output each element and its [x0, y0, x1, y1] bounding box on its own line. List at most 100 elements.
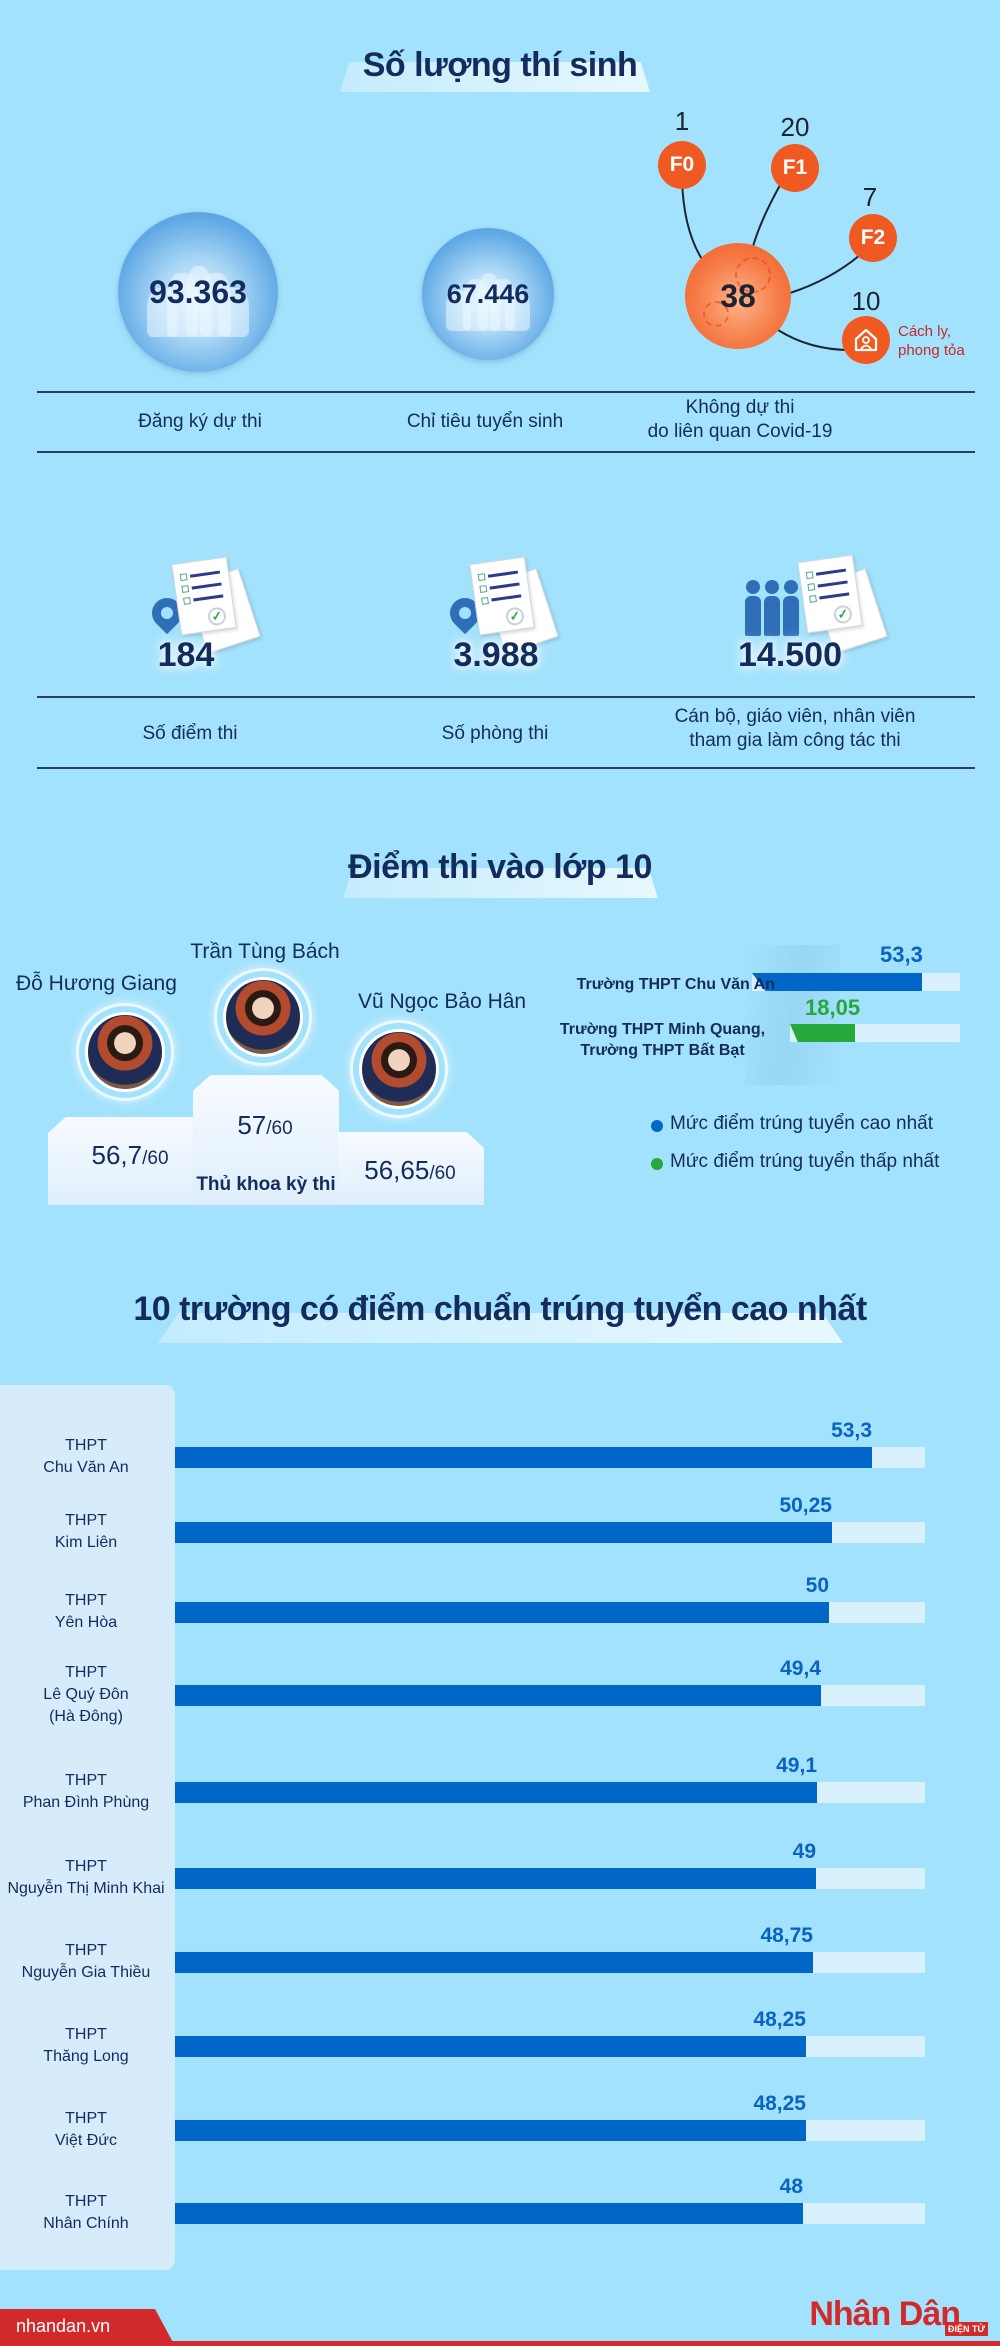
section-title-scores: Điểm thi vào lớp 10 — [348, 848, 652, 886]
bar-category-label: THPT Nguyễn Thị Minh Khai — [7, 1858, 165, 1897]
f1-node: F1 — [771, 144, 819, 192]
exam-rooms-label: Số phòng thi — [441, 723, 549, 744]
bar-category-label: THPT Nguyễn Gia Thiều — [21, 1942, 151, 1981]
avatar — [85, 1012, 165, 1092]
bar-value-label: 50,25 — [779, 1494, 832, 1517]
virus-icon — [735, 257, 771, 293]
covid-label-line1: Không dự thi — [685, 397, 795, 418]
footer-url-tab — [0, 2309, 175, 2346]
quarantine-count: 10 — [851, 286, 881, 316]
legend-dot-highest — [651, 1120, 663, 1132]
quarantine-caption-line1: Cách ly, — [898, 323, 952, 340]
range-diagonal-shadow — [745, 945, 840, 1085]
avatar — [223, 977, 303, 1057]
f0-node: F0 — [658, 141, 706, 189]
bar — [175, 2120, 806, 2141]
highest-score-school: Trường THPT Chu Văn An — [576, 976, 775, 993]
bar-category-label: THPT Kim Liên — [54, 1512, 118, 1551]
highest-score-value: 53,3 — [880, 942, 923, 967]
bar-value-label: 49,1 — [776, 1754, 817, 1777]
bar-value-label: 49 — [792, 1840, 816, 1863]
bar-value-label: 48 — [779, 2175, 803, 2198]
first-place-name: Trần Tùng Bách — [190, 940, 340, 963]
third-score-value: 56,65 — [364, 1155, 430, 1185]
second-place-score: 56,7/60 — [70, 1140, 190, 1171]
check-icon: ✓ — [206, 606, 228, 627]
registered-circle: 93.363 — [118, 212, 278, 372]
lowest-score-value: 18,05 — [805, 995, 861, 1020]
bar-category-label: THPT Việt Đức — [55, 2110, 117, 2149]
quarantine-caption: Cách ly, phong tỏa — [898, 322, 965, 360]
valedictorian-caption: Thủ khoa kỳ thi — [196, 1174, 336, 1195]
lowest-score-school: Trường THPT Minh Quang, Trường THPT Bất … — [550, 1019, 775, 1061]
section-title-top10: 10 trường có điểm chuẩn trúng tuyển cao … — [133, 1290, 867, 1328]
f2-label: F2 — [860, 226, 886, 249]
bar — [175, 1447, 872, 1468]
bar-value-label: 48,25 — [753, 2008, 806, 2031]
bar-value-label: 50 — [805, 1574, 829, 1597]
divider — [37, 767, 975, 769]
bar — [175, 2036, 806, 2057]
footer-strip — [0, 2341, 1000, 2346]
brand-sub: ĐIỆN TỬ — [945, 2322, 988, 2336]
legend-lowest: Mức điểm trúng tuyển thấp nhất — [670, 1151, 940, 1172]
legend-highest: Mức điểm trúng tuyển cao nhất — [670, 1113, 934, 1134]
quota-label: Chỉ tiêu tuyển sinh — [406, 411, 564, 432]
first-place-score: 57/60 — [205, 1110, 325, 1141]
staff-label: Cán bộ, giáo viên, nhân viên tham gia là… — [660, 705, 930, 753]
first-score-value: 57 — [237, 1110, 267, 1140]
staff-label-line2: tham gia làm công tác thi — [689, 730, 901, 751]
bar-value-label: 48,75 — [760, 1924, 813, 1947]
exam-sites-value: 184 — [157, 636, 215, 674]
quota-circle: 67.446 — [422, 228, 554, 360]
f1-label: F1 — [782, 156, 808, 179]
second-place-avatar — [76, 1003, 174, 1101]
check-icon: ✓ — [832, 604, 854, 625]
second-score-max: /60 — [142, 1148, 169, 1169]
section-title-banner — [340, 62, 650, 92]
staff-value: 14.500 — [738, 636, 842, 674]
divider — [37, 451, 975, 453]
bar-value-label: 49,4 — [780, 1657, 821, 1680]
staff-label-line1: Cán bộ, giáo viên, nhân viên — [674, 706, 916, 727]
section-title-candidates: Số lượng thí sinh — [362, 46, 638, 84]
check-icon: ✓ — [504, 606, 526, 627]
covid-total-value: 38 — [720, 277, 756, 314]
second-score-value: 56,7 — [91, 1140, 143, 1170]
podium-second — [48, 1117, 196, 1205]
covid-label-line2: do liên quan Covid-19 — [647, 421, 833, 442]
f0-label: F0 — [669, 153, 695, 176]
section-title-banner — [158, 1313, 843, 1343]
legend-dot-lowest — [651, 1158, 663, 1170]
covid-total-node: 38 — [685, 243, 791, 349]
bar — [175, 1782, 817, 1803]
bar — [175, 1685, 821, 1706]
f2-node: F2 — [849, 214, 897, 262]
third-place-avatar — [350, 1020, 448, 1118]
third-place-name: Vũ Ngọc Bảo Hân — [358, 990, 527, 1013]
checklist-document-icon: ✓ — [469, 556, 535, 636]
section-title-banner — [343, 868, 658, 898]
bar-value-label: 53,3 — [831, 1419, 872, 1442]
quarantine-node — [842, 316, 890, 364]
quarantine-caption-line2: phong tỏa — [898, 342, 965, 359]
bar-category-label: THPT Phan Đình Phùng — [22, 1772, 150, 1811]
f1-count: 20 — [780, 112, 810, 142]
bar — [175, 2203, 803, 2224]
lowest-school-line1: Trường THPT Minh Quang, — [559, 1021, 766, 1038]
first-score-max: /60 — [266, 1118, 293, 1139]
exam-rooms-value: 3.988 — [453, 636, 539, 674]
podium-third — [338, 1132, 484, 1205]
house-icon — [854, 328, 878, 352]
quota-value: 67.446 — [446, 278, 530, 309]
bar-category-label: THPT Nhân Chính — [43, 2193, 129, 2232]
bar-category-label: THPT Yên Hòa — [54, 1592, 118, 1631]
footer: nhandan.vn Nhân Dân ĐIỆN TỬ — [0, 2295, 1000, 2346]
footer-url[interactable]: nhandan.vn — [16, 2316, 111, 2336]
podium-first — [193, 1075, 339, 1205]
bar — [175, 1868, 816, 1889]
chart-label-panel — [0, 1385, 175, 2270]
bar-value-label: 48,25 — [753, 2092, 806, 2115]
third-place-score: 56,65/60 — [345, 1155, 475, 1186]
bar-category-label: THPT Thăng Long — [43, 2026, 129, 2065]
